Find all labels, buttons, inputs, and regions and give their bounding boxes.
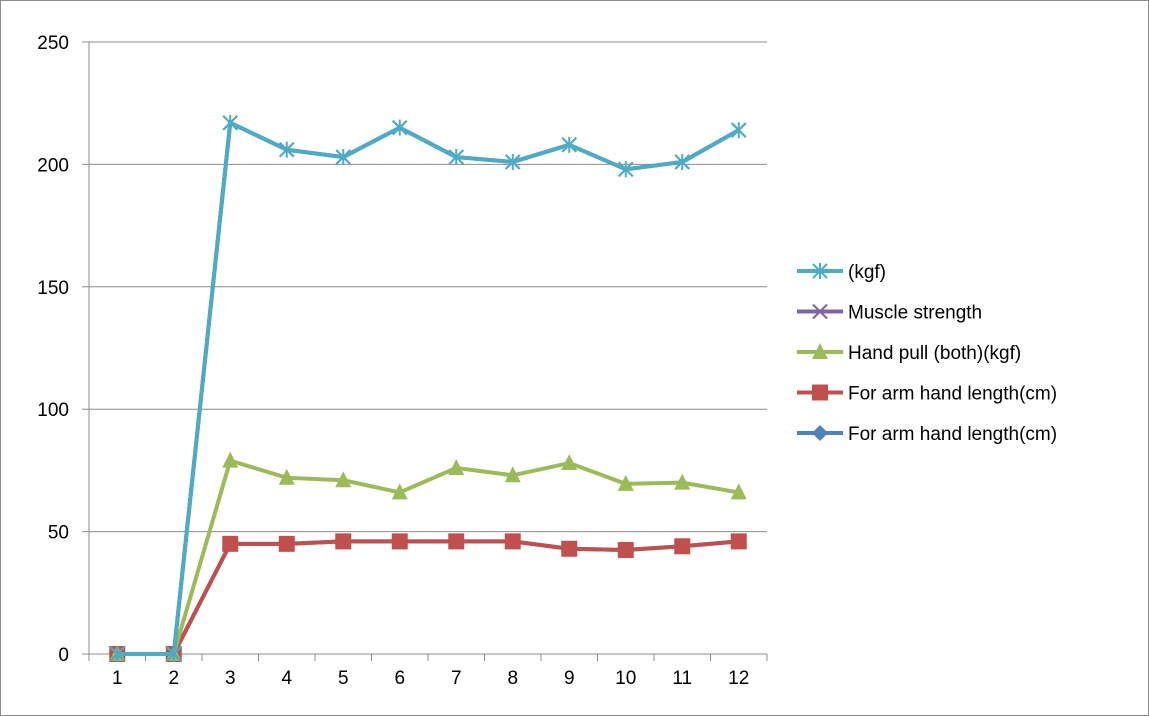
- data-point: [222, 114, 238, 131]
- data-point: [504, 533, 521, 550]
- series-group: [109, 114, 747, 662]
- data-point: [335, 149, 351, 166]
- data-point: [448, 149, 464, 166]
- legend-label: For arm hand length(cm): [848, 424, 1057, 445]
- data-point: [335, 471, 352, 488]
- series-line: [117, 120, 740, 656]
- data-point: [278, 535, 295, 552]
- data-point: [561, 540, 578, 557]
- data-point: [335, 533, 352, 550]
- data-point: [222, 535, 239, 552]
- data-point: [674, 153, 690, 170]
- series-line: [117, 120, 740, 656]
- x-tick-label: 9: [564, 668, 575, 689]
- x-tick-label: 2: [168, 668, 179, 689]
- x-tick-label: 10: [615, 668, 636, 689]
- x-tick-label: 8: [507, 668, 518, 689]
- legend-label: Hand pull (both)(kgf): [848, 343, 1021, 364]
- legend-marker: [812, 425, 828, 441]
- legend-marker: [812, 384, 828, 401]
- gridlines: [89, 41, 767, 533]
- data-point: [504, 466, 521, 483]
- legend-label: For arm hand length(cm): [848, 384, 1057, 405]
- legend-entry: Muscle strength: [797, 303, 982, 324]
- data-point: [674, 473, 691, 490]
- x-tick-label: 3: [225, 668, 236, 689]
- data-point: [730, 533, 747, 550]
- legend: (kgf) Muscle strength Hand pull (both)(kgf…: [797, 262, 1057, 445]
- data-point: [561, 136, 577, 153]
- legend-marker: [812, 263, 828, 279]
- legend-entry: (kgf): [797, 262, 886, 283]
- data-point: [448, 533, 465, 550]
- x-tick-label: 6: [394, 668, 405, 689]
- data-point: [730, 483, 747, 500]
- y-tick-label: 100: [37, 400, 69, 421]
- series-line: [117, 458, 740, 656]
- legend-entry: Hand pull (both)(kgf): [797, 343, 1021, 364]
- y-tick-label: 150: [37, 278, 69, 299]
- data-point: [278, 468, 295, 485]
- y-tick-label: 0: [58, 645, 69, 666]
- data-point: [617, 541, 634, 558]
- data-point: [222, 451, 239, 468]
- legend-marker: [812, 343, 828, 359]
- series-line: [117, 539, 739, 656]
- data-point: [731, 122, 747, 139]
- data-point: [448, 458, 465, 475]
- data-point: [391, 483, 408, 500]
- x-tick-label: 12: [728, 668, 749, 689]
- series-1: [109, 114, 747, 662]
- legend-marker: [812, 303, 828, 320]
- data-point: [505, 153, 521, 170]
- y-tick-label: 250: [37, 33, 69, 54]
- data-point: [674, 538, 691, 555]
- x-tick-label: 1: [112, 668, 123, 689]
- legend-entry: For arm hand length(cm): [797, 384, 1057, 405]
- data-point: [166, 646, 182, 662]
- data-point: [391, 533, 408, 550]
- series-2: [109, 115, 747, 662]
- x-tick-label: 7: [451, 668, 462, 689]
- data-point: [561, 454, 578, 471]
- x-tick-label: 4: [281, 668, 292, 689]
- x-tick-label: 5: [338, 668, 349, 689]
- series-line: [117, 539, 739, 656]
- y-tick-label: 50: [48, 523, 69, 544]
- legend-label: (kgf): [848, 262, 886, 283]
- data-point: [617, 474, 634, 491]
- y-tick-label: 200: [37, 155, 69, 176]
- legend-label: Muscle strength: [848, 303, 982, 324]
- data-point: [618, 161, 634, 178]
- data-point: [109, 646, 125, 662]
- series-3: [109, 451, 747, 661]
- x-tick-label: 11: [672, 668, 692, 689]
- data-point: [392, 119, 408, 136]
- data-point: [279, 141, 295, 158]
- legend-entry: For arm hand length(cm): [797, 424, 1057, 445]
